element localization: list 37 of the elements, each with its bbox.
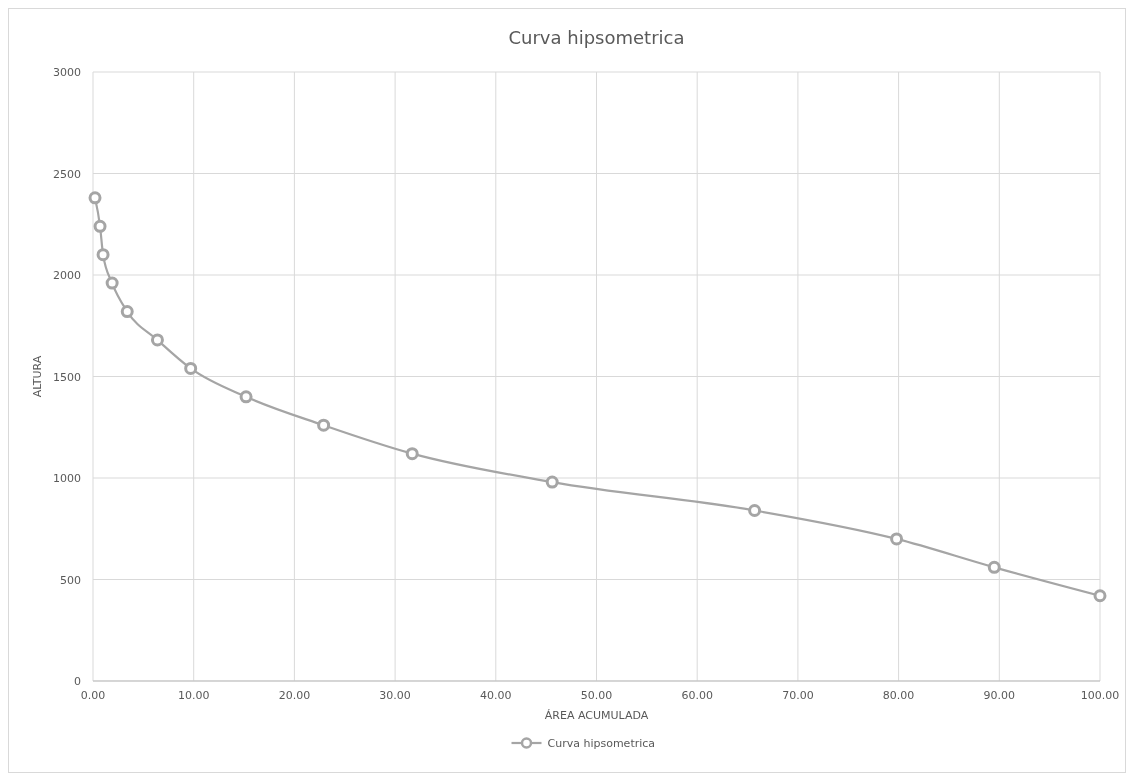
point xyxy=(890,532,904,546)
y-tick-label: 0 xyxy=(74,675,81,688)
point xyxy=(120,305,134,319)
x-tick-label: 60.00 xyxy=(681,689,713,702)
point xyxy=(748,503,762,517)
point xyxy=(545,475,559,489)
y-tick-label: 3000 xyxy=(53,66,81,79)
x-tick-label: 100.00 xyxy=(1080,689,1120,702)
x-tick-label: 40.00 xyxy=(480,689,512,702)
y-tick-label: 2500 xyxy=(53,167,81,181)
point xyxy=(405,447,419,461)
point xyxy=(105,276,119,290)
y-tick-label: 1500 xyxy=(53,370,81,384)
point xyxy=(88,191,102,205)
x-tick-label: 70.00 xyxy=(782,689,814,702)
x-tick-label: 20.00 xyxy=(278,689,311,702)
point xyxy=(150,333,164,347)
point xyxy=(987,560,1001,574)
point xyxy=(184,361,198,375)
x-tick-label: 30.00 xyxy=(379,689,411,702)
y-tick-label: 1000 xyxy=(53,472,81,485)
legend-label: Curva hipsometrica xyxy=(547,737,656,750)
point xyxy=(1093,589,1107,603)
x-tick-label: 50.00 xyxy=(580,689,613,702)
x-tick-label: 0.00 xyxy=(80,689,106,702)
chart-title: Curva hipsometrica xyxy=(508,27,685,48)
point xyxy=(317,418,331,432)
x-tick-label: 10.00 xyxy=(177,689,210,702)
x-tick-label: 80.00 xyxy=(882,689,915,702)
x-tick-label: 90.00 xyxy=(983,689,1016,702)
point xyxy=(96,248,110,262)
point xyxy=(93,219,107,233)
x-axis-title: ÁREA ACUMULADA xyxy=(544,709,649,722)
point xyxy=(239,390,253,404)
y-tick-label: 2000 xyxy=(53,269,81,282)
y-axis-title: ALTURA xyxy=(31,355,44,398)
y-tick-label: 500 xyxy=(60,573,81,587)
